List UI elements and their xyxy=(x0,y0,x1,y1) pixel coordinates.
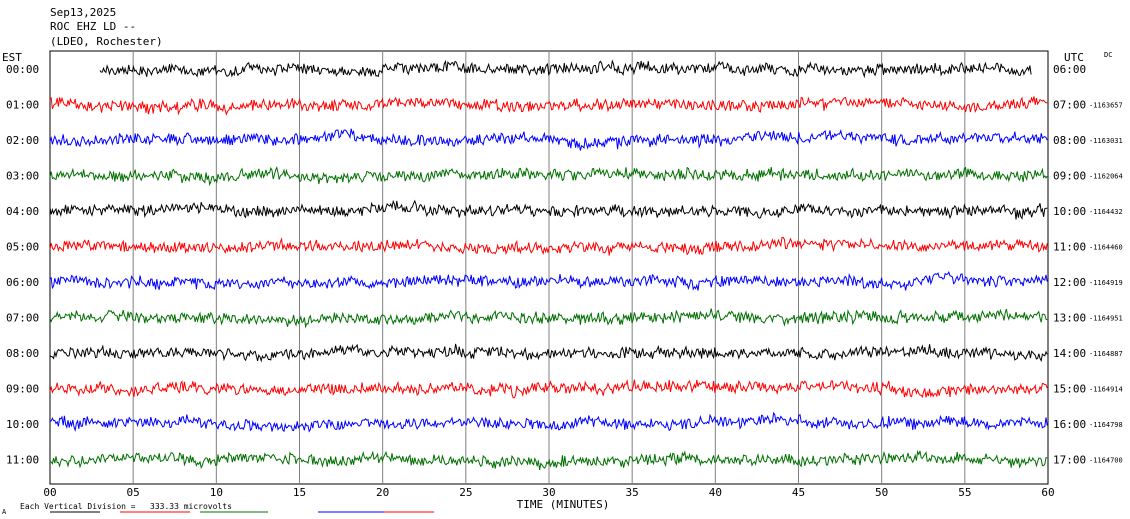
chart-network: (LDEO, Rochester) xyxy=(50,35,163,48)
chart-station: ROC EHZ LD -- xyxy=(50,20,136,33)
x-tick-label: 45 xyxy=(792,486,805,499)
right-timezone-label: UTC xyxy=(1064,51,1084,64)
est-hour-label: 00:00 xyxy=(6,63,39,76)
dc-offset-label: -1162064 xyxy=(1089,173,1123,181)
x-tick-label: 25 xyxy=(459,486,472,499)
dc-header-label: DC xyxy=(1104,51,1112,59)
est-hour-label: 09:00 xyxy=(6,383,39,396)
est-hour-label: 02:00 xyxy=(6,134,39,147)
utc-hour-label: 08:00 xyxy=(1053,134,1086,147)
chart-date: Sep13,2025 xyxy=(50,6,116,19)
utc-hour-label: 09:00 xyxy=(1053,170,1086,183)
x-tick-label: 55 xyxy=(958,486,971,499)
est-hour-label: 04:00 xyxy=(6,205,39,218)
utc-hour-label: 12:00 xyxy=(1053,276,1086,289)
dc-offset-label: -1164914 xyxy=(1089,386,1123,394)
utc-hour-label: 07:00 xyxy=(1053,99,1086,112)
utc-hour-label: 06:00 xyxy=(1053,63,1086,76)
dc-offset-label: -1164700 xyxy=(1089,457,1123,465)
est-hour-label: 11:00 xyxy=(6,454,39,467)
x-tick-label: 05 xyxy=(127,486,140,499)
trace-row xyxy=(49,236,1048,256)
est-hour-label: 10:00 xyxy=(6,418,39,431)
trace-row xyxy=(49,271,1048,291)
trace-row xyxy=(49,411,1048,433)
trace-row xyxy=(49,96,1048,116)
scale-prefix: Each Vertical Division = xyxy=(20,502,136,511)
dc-offset-label: -1164887 xyxy=(1089,350,1123,358)
est-hour-label: 07:00 xyxy=(6,312,39,325)
x-tick-label: 15 xyxy=(293,486,306,499)
x-tick-label: 30 xyxy=(542,486,555,499)
est-hour-label: 08:00 xyxy=(6,347,39,360)
dc-offset-label: -1164919 xyxy=(1089,279,1123,287)
x-tick-label: 50 xyxy=(875,486,888,499)
x-tick-label: 00 xyxy=(43,486,56,499)
dc-offset-label: -1164432 xyxy=(1089,208,1123,216)
est-hour-label: 01:00 xyxy=(6,99,39,112)
utc-hour-label: 11:00 xyxy=(1053,241,1086,254)
utc-hour-label: 14:00 xyxy=(1053,347,1086,360)
trace-row xyxy=(49,308,1048,329)
x-tick-label: 10 xyxy=(210,486,223,499)
trace-row xyxy=(49,199,1048,220)
x-tick-label: 20 xyxy=(376,486,389,499)
utc-hour-label: 15:00 xyxy=(1053,383,1086,396)
x-tick-label: 60 xyxy=(1041,486,1054,499)
trace-row xyxy=(49,165,1048,187)
utc-hour-label: 16:00 xyxy=(1053,418,1086,431)
scale-value: 333.33 microvolts xyxy=(150,502,232,511)
trace-row xyxy=(49,379,1048,399)
dc-offset-label: -1164951 xyxy=(1089,315,1123,323)
seismic-traces xyxy=(49,59,1048,471)
utc-hour-label: 13:00 xyxy=(1053,312,1086,325)
dc-offset-label: -1163031 xyxy=(1089,137,1123,145)
est-hour-label: 06:00 xyxy=(6,276,39,289)
trace-row xyxy=(49,343,1048,363)
x-axis-label: TIME (MINUTES) xyxy=(517,498,610,511)
left-timezone-label: EST xyxy=(2,51,22,64)
est-hour-label: 05:00 xyxy=(6,241,39,254)
trace-row xyxy=(49,128,1048,151)
x-tick-label: 35 xyxy=(626,486,639,499)
dc-offset-label: -1164798 xyxy=(1089,421,1123,429)
grid-lines xyxy=(132,51,966,484)
utc-hour-label: 17:00 xyxy=(1053,454,1086,467)
dc-offset-label: -1163657 xyxy=(1089,102,1123,110)
trace-row xyxy=(99,59,1032,79)
corner-mark: A xyxy=(2,508,7,516)
x-tick-label: 40 xyxy=(709,486,722,499)
utc-hour-label: 10:00 xyxy=(1053,205,1086,218)
est-hour-label: 03:00 xyxy=(6,170,39,183)
x-axis-ticks: 00 05 10 15 20 25 30 35 40 45 50 55 60 xyxy=(43,486,1054,499)
trace-row xyxy=(49,449,1048,471)
dc-offset-label: -1164460 xyxy=(1089,244,1123,252)
